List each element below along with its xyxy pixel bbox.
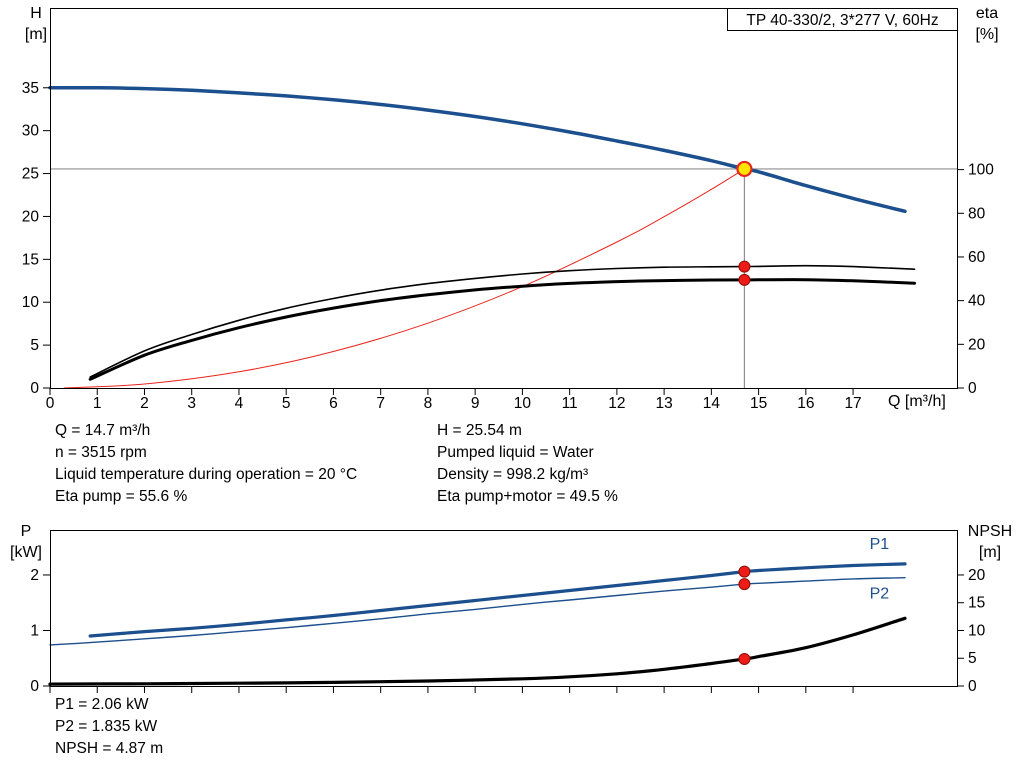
operating-point-marker: [738, 565, 751, 578]
x-axis-tick-label: 14: [703, 395, 721, 412]
right-axis-tick-label: 20: [968, 336, 986, 353]
right-axis-tick-label: 60: [968, 249, 986, 266]
liquid-temperature-line: Liquid temperature during operation = 20…: [55, 466, 358, 483]
head-axis-unit: [m]: [24, 26, 48, 43]
power-axis-symbol: P: [20, 523, 32, 540]
left-axis-tick-label: 2: [30, 567, 39, 584]
x-axis-tick-label: 13: [655, 395, 672, 412]
right-axis-tick-label: 20: [968, 567, 986, 584]
left-axis-tick-label: 1: [30, 622, 39, 639]
p2-value-line: P2 = 1.835 kW: [55, 718, 158, 735]
npsh-axis-unit: [m]: [978, 544, 1002, 561]
x-axis-tick-label: 5: [282, 395, 291, 412]
eta-axis-symbol: eta: [975, 5, 999, 22]
x-axis-tick-label: 6: [329, 395, 338, 412]
pump-title-text: TP 40-330/2, 3*277 V, 60Hz: [746, 12, 938, 29]
speed-value-line: n = 3515 rpm: [55, 444, 147, 461]
x-axis-tick-label: 8: [424, 395, 433, 412]
operating-point-marker: [738, 652, 751, 665]
head-curve: [48, 85, 907, 214]
power-axis-unit: [kW]: [10, 544, 42, 561]
plot-frame: [50, 530, 958, 687]
head-axis-label: H [m]: [16, 3, 56, 45]
npsh-axis-symbol: NPSH: [967, 523, 1013, 540]
p1-curve: [88, 562, 907, 638]
duty-info-right-column: H = 25.54 m Pumped liquid = Water Densit…: [437, 420, 618, 508]
right-axis-tick-label: 10: [968, 622, 986, 639]
right-axis-tick-label: 15: [968, 595, 985, 612]
power-info-column: P1 = 2.06 kW P2 = 1.835 kW NPSH = 4.87 m: [55, 694, 163, 760]
left-axis-tick-label: 10: [22, 294, 40, 311]
right-axis-tick-label: 40: [968, 293, 986, 310]
x-axis-tick-label: 16: [797, 395, 814, 412]
x-axis-tick-label: 4: [235, 395, 244, 412]
operating-point-marker: [738, 578, 751, 591]
x-axis-tick-label: 1: [93, 395, 102, 412]
flow-axis-label: Q [m³/h]: [888, 393, 946, 410]
npsh-value-line: NPSH = 4.87 m: [55, 740, 164, 757]
eta-pump-motor-line: Eta pump+motor = 49.5 %: [437, 488, 618, 505]
eta-axis-unit: [%]: [975, 26, 999, 43]
left-axis-tick-label: 25: [22, 166, 39, 183]
left-axis-tick-label: 35: [22, 80, 39, 97]
plot-frame: [50, 8, 958, 389]
x-axis-tick-label: 3: [187, 395, 196, 412]
p2-curve: [49, 577, 906, 646]
eta-pump-line: Eta pump = 55.6 %: [55, 488, 188, 505]
right-axis-tick-label: 5: [968, 650, 977, 667]
x-axis-tick-label: 10: [514, 395, 532, 412]
right-axis-tick-label: 100: [968, 162, 994, 179]
eta-pump-motor-curve: [88, 278, 916, 381]
duty-point-marker: [736, 160, 753, 178]
system-curve: [63, 168, 745, 389]
npsh-axis-label: NPSH [m]: [962, 521, 1018, 563]
power-axis-label: P [kW]: [4, 521, 48, 563]
eta-axis-label: eta [%]: [964, 3, 1010, 45]
left-axis-tick-label: 5: [30, 337, 39, 354]
head-value-line: H = 25.54 m: [437, 422, 522, 439]
x-axis-tick-label: 11: [562, 395, 578, 412]
x-axis-tick-label: 17: [844, 395, 861, 412]
pumped-liquid-line: Pumped liquid = Water: [437, 444, 594, 461]
left-axis-tick-label: 0: [30, 380, 39, 397]
curve-label-p2: P2: [870, 585, 890, 602]
x-axis-tick-label: 15: [750, 395, 767, 412]
right-axis-tick-label: 80: [968, 205, 986, 222]
x-axis-tick-label: 9: [471, 395, 480, 412]
curve-label-p1: P1: [870, 536, 890, 553]
left-axis-tick-label: 20: [22, 208, 40, 225]
x-axis-tick-label: 2: [140, 395, 149, 412]
operating-point-marker: [738, 260, 751, 273]
operating-point-marker: [738, 273, 751, 286]
density-line: Density = 998.2 kg/m³: [437, 466, 589, 483]
npsh-curve: [48, 616, 907, 686]
duty-info-left-column: Q = 14.7 m³/h n = 3515 rpm Liquid temper…: [55, 420, 357, 508]
left-axis-tick-label: 15: [22, 251, 39, 268]
flow-value-line: Q = 14.7 m³/h: [55, 422, 151, 439]
head-axis-symbol: H: [30, 5, 42, 22]
pump-title-box: [727, 8, 958, 31]
right-axis-tick-label: 0: [968, 380, 977, 397]
p1-value-line: P1 = 2.06 kW: [55, 696, 149, 713]
eta-pump-curve: [89, 264, 916, 378]
x-axis-tick-label: 7: [376, 395, 385, 412]
x-axis-tick-label: 0: [46, 395, 55, 412]
left-axis-tick-label: 30: [22, 123, 40, 140]
x-axis-tick-label: 12: [608, 395, 625, 412]
right-axis-tick-label: 0: [968, 678, 977, 695]
left-axis-tick-label: 0: [30, 678, 39, 695]
